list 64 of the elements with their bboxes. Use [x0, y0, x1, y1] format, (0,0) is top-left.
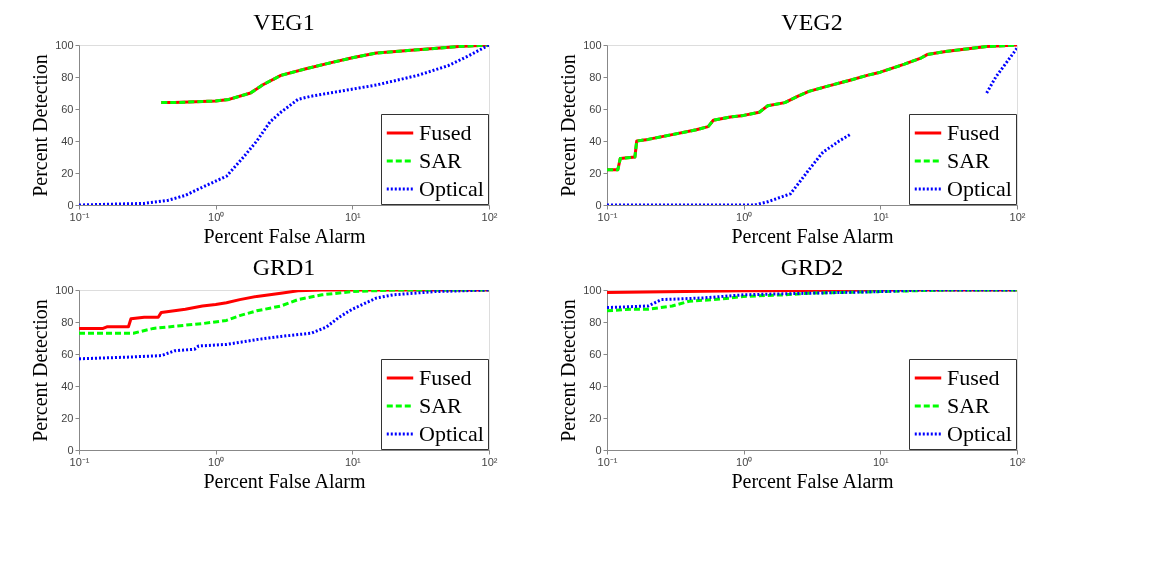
y-tick-label: 80 [589, 315, 602, 328]
x-tick-label: 10⁰ [736, 455, 753, 468]
legend-label: SAR [947, 393, 991, 418]
y-tick-label: 80 [61, 315, 74, 328]
y-tick-label: 20 [589, 411, 602, 424]
chart-title: GRD1 [252, 254, 316, 280]
legend-label: SAR [947, 148, 991, 173]
legend-label: Fused [419, 120, 472, 145]
chart-title: VEG1 [253, 9, 315, 35]
y-tick-label: 60 [589, 102, 602, 115]
y-axis-title: Percent Detection [557, 54, 580, 197]
x-tick-label: 10¹ [872, 455, 890, 468]
legend-label: SAR [419, 148, 463, 173]
x-axis-title: Percent False Alarm [203, 469, 367, 492]
y-axis-title: Percent Detection [29, 299, 52, 442]
legend-label: Fused [947, 365, 1000, 390]
x-tick-label: 10⁻¹ [69, 210, 90, 223]
x-axis-title: Percent False Alarm [731, 224, 895, 247]
y-tick-label: 100 [583, 38, 602, 51]
legend-label: Optical [419, 421, 484, 446]
x-tick-label: 10⁻¹ [597, 455, 618, 468]
y-tick-label: 100 [583, 283, 602, 296]
y-axis-title: Percent Detection [557, 299, 580, 442]
legend-label: Optical [947, 421, 1012, 446]
y-tick-label: 80 [61, 70, 74, 83]
x-tick-label: 10⁻¹ [597, 210, 618, 223]
y-tick-label: 100 [55, 283, 74, 296]
y-tick-label: 60 [61, 347, 74, 360]
y-tick-label: 20 [61, 166, 74, 179]
chart-title: GRD2 [780, 254, 844, 280]
y-tick-label: 40 [61, 134, 74, 147]
legend-label: SAR [419, 393, 463, 418]
y-tick-label: 0 [67, 198, 74, 211]
x-axis-title: Percent False Alarm [203, 224, 367, 247]
x-tick-label: 10¹ [344, 210, 362, 223]
y-tick-label: 80 [589, 70, 602, 83]
y-tick-label: 0 [595, 198, 602, 211]
y-tick-label: 40 [589, 379, 602, 392]
y-tick-label: 0 [595, 443, 602, 456]
x-tick-label: 10⁰ [208, 455, 225, 468]
legend-label: Optical [419, 176, 484, 201]
x-tick-label: 10¹ [344, 455, 362, 468]
x-tick-label: 10⁻¹ [69, 455, 90, 468]
legend-label: Fused [947, 120, 1000, 145]
y-tick-label: 20 [589, 166, 602, 179]
x-tick-label: 10² [1009, 210, 1026, 223]
y-tick-label: 40 [589, 134, 602, 147]
x-tick-label: 10² [481, 455, 498, 468]
y-tick-label: 40 [61, 379, 74, 392]
legend-label: Optical [947, 176, 1012, 201]
x-tick-label: 10² [481, 210, 498, 223]
x-tick-label: 10⁰ [208, 210, 225, 223]
y-tick-label: 60 [589, 347, 602, 360]
y-tick-label: 0 [67, 443, 74, 456]
x-tick-label: 10² [1009, 455, 1026, 468]
y-axis-title: Percent Detection [29, 54, 52, 197]
x-axis-title: Percent False Alarm [731, 469, 895, 492]
y-tick-label: 100 [55, 38, 74, 51]
y-tick-label: 20 [61, 411, 74, 424]
x-tick-label: 10¹ [872, 210, 890, 223]
x-tick-label: 10⁰ [736, 210, 753, 223]
y-tick-label: 60 [61, 102, 74, 115]
legend-label: Fused [419, 365, 472, 390]
chart-title: VEG2 [781, 9, 843, 35]
